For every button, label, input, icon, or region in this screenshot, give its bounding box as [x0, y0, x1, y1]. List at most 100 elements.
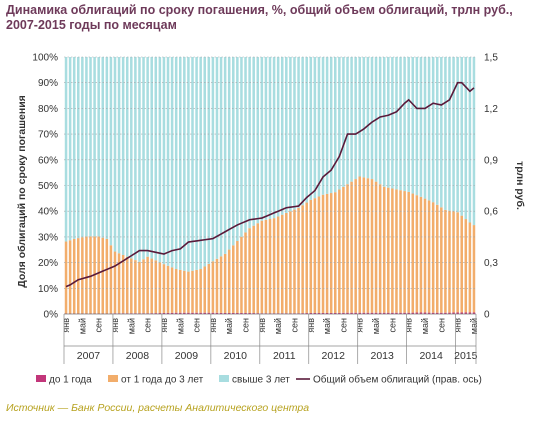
bar-long-term [285, 57, 288, 213]
bar-long-term [391, 57, 394, 189]
bar-long-term [68, 57, 72, 241]
bar-mid-term [113, 251, 117, 314]
bar-mid-term [248, 228, 251, 313]
bar-mid-term [289, 211, 292, 314]
bar-long-term [464, 57, 468, 220]
bar-short-term [342, 312, 345, 314]
bar-long-term [342, 57, 345, 187]
bar-long-term [207, 57, 211, 264]
bar-mid-term [293, 209, 296, 314]
bar-mid-term [444, 209, 447, 313]
bar-long-term [403, 57, 406, 192]
bar-short-term [350, 312, 353, 314]
bar-long-term [419, 57, 423, 197]
month-tick-label: май [126, 318, 136, 334]
bar-long-term [248, 57, 251, 229]
bar-short-term [427, 312, 431, 314]
bar-long-term [362, 57, 366, 178]
month-tick-label: май [420, 318, 430, 334]
bar-long-term [346, 57, 349, 185]
bar-mid-term [146, 256, 149, 314]
bar-mid-term [468, 222, 472, 313]
bar-long-term [101, 57, 105, 238]
bar-long-term [309, 57, 313, 200]
month-tick-label: май [322, 318, 332, 334]
bar-long-term [121, 57, 125, 255]
bar-long-term [378, 57, 382, 185]
bar-short-term [370, 312, 374, 314]
bar-short-term [154, 313, 158, 314]
bar-mid-term [329, 193, 333, 313]
bar-long-term [236, 57, 239, 242]
bar-long-term [260, 57, 264, 221]
bar-long-term [252, 57, 255, 226]
bar-mid-term [342, 186, 345, 313]
bar-long-term [244, 57, 247, 233]
bar-mid-term [244, 232, 247, 313]
bar-mid-term [366, 178, 370, 313]
bar-long-term [444, 57, 447, 210]
bar-mid-term [232, 245, 235, 313]
bar-mid-term [154, 260, 158, 314]
bar-long-term [195, 57, 198, 270]
bar-short-term [321, 312, 325, 314]
bar-mid-term [125, 256, 129, 314]
bar-long-term [468, 57, 472, 223]
month-tick-label: май [77, 318, 87, 334]
year-label: 2010 [224, 350, 248, 362]
bar-short-term [391, 312, 394, 314]
bar-short-term [329, 312, 333, 314]
bar-short-term [444, 312, 447, 314]
bar-short-term [317, 312, 321, 314]
bar-long-term [431, 57, 435, 203]
bar-mid-term [338, 189, 341, 313]
bar-long-term [223, 57, 227, 254]
bar-short-term [374, 312, 378, 314]
bar-short-term [334, 312, 337, 314]
bar-short-term [411, 312, 415, 314]
bar-short-term [174, 312, 178, 314]
bar-mid-term [472, 225, 476, 313]
bar-short-term [207, 312, 211, 314]
legend-short-label: до 1 года [49, 375, 92, 386]
month-tick-label: сен [143, 318, 153, 333]
year-label: 2013 [370, 350, 394, 362]
bar-mid-term [313, 198, 317, 313]
bar-long-term [77, 57, 80, 239]
bar-short-term [252, 313, 255, 314]
bar-short-term [150, 313, 153, 314]
bar-long-term [321, 57, 325, 195]
bar-mid-term [370, 179, 374, 313]
bar-mid-term [317, 196, 321, 313]
bar-short-term [232, 312, 235, 314]
bar-long-term [162, 57, 166, 265]
bar-long-term [191, 57, 194, 271]
bar-short-term [199, 312, 202, 314]
legend-mid-swatch [108, 375, 118, 382]
bar-mid-term [256, 223, 260, 314]
bar-mid-term [72, 238, 76, 314]
bar-short-term [203, 312, 206, 314]
bar-long-term [256, 57, 260, 224]
bar-short-term [395, 312, 398, 314]
bar-long-term [272, 57, 276, 219]
y2-tick-label: 0 [484, 310, 490, 321]
y-tick-label: 80% [38, 104, 58, 115]
bar-short-term [248, 312, 251, 314]
bar-short-term [309, 312, 313, 314]
bar-mid-term [191, 270, 194, 313]
bar-mid-term [199, 269, 202, 313]
legend: до 1 года от 1 года до 3 лет свыше 3 лет Об… [36, 374, 482, 386]
bar-long-term [97, 57, 100, 237]
bar-mid-term [203, 266, 206, 313]
month-tick-label: янв [208, 318, 218, 333]
bar-mid-term [431, 202, 435, 313]
month-tick-label: май [175, 318, 185, 334]
bar-long-term [358, 57, 362, 177]
y-axis-label: Доля облигаций по сроку погашения [16, 95, 28, 288]
bar-long-term [334, 57, 337, 193]
bar-mid-term [297, 207, 300, 314]
bar-short-term [354, 312, 357, 314]
bar-mid-term [223, 253, 227, 313]
